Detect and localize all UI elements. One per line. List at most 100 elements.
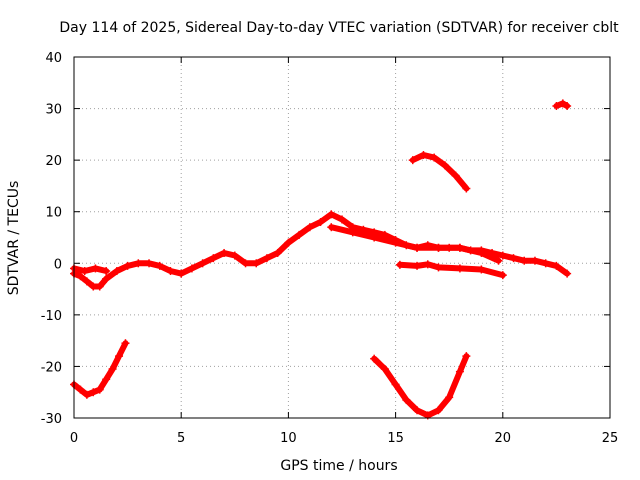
series-arc-low-right bbox=[371, 353, 470, 419]
data-point bbox=[509, 254, 518, 263]
y-tick-label: 10 bbox=[45, 206, 62, 221]
data-point bbox=[455, 367, 464, 376]
data-point bbox=[134, 259, 143, 268]
data-point bbox=[327, 210, 336, 219]
x-tick-label: 15 bbox=[387, 431, 404, 446]
data-point bbox=[112, 267, 121, 276]
data-point bbox=[327, 223, 336, 232]
x-tick-label: 10 bbox=[280, 431, 297, 446]
data-point bbox=[348, 228, 357, 237]
data-point bbox=[305, 223, 314, 232]
data-point bbox=[494, 256, 503, 265]
data-point bbox=[102, 267, 111, 276]
y-axis-label: SDTVAR / TECUs bbox=[6, 181, 22, 296]
data-point bbox=[76, 272, 85, 281]
data-point bbox=[408, 156, 417, 165]
data-point bbox=[241, 259, 250, 268]
data-point bbox=[262, 254, 271, 263]
data-point bbox=[391, 238, 400, 247]
y-tick-label: 40 bbox=[45, 51, 62, 66]
data-point bbox=[477, 248, 486, 257]
data-point bbox=[316, 218, 325, 227]
data-point bbox=[230, 251, 239, 260]
x-axis-label: GPS time / hours bbox=[280, 458, 397, 474]
data-point bbox=[115, 352, 124, 361]
data-point bbox=[498, 251, 507, 260]
data-point bbox=[451, 171, 460, 180]
series-arc-early-dip bbox=[71, 265, 110, 274]
data-point bbox=[563, 101, 572, 110]
data-point bbox=[95, 282, 104, 291]
data-point bbox=[430, 153, 439, 162]
data-point bbox=[477, 265, 486, 274]
data-point bbox=[123, 261, 132, 270]
data-point bbox=[187, 264, 196, 273]
data-point bbox=[102, 375, 111, 384]
data-point bbox=[338, 215, 346, 224]
x-tick-label: 25 bbox=[602, 431, 619, 446]
data-point bbox=[434, 243, 443, 252]
data-point bbox=[177, 269, 186, 278]
x-tick-label: 5 bbox=[177, 431, 185, 446]
data-point bbox=[413, 261, 422, 270]
data-point bbox=[273, 248, 282, 257]
data-point bbox=[76, 385, 85, 394]
data-point bbox=[423, 260, 432, 269]
y-tick-label: 30 bbox=[45, 103, 62, 118]
data-point bbox=[284, 238, 293, 247]
data-point bbox=[563, 269, 572, 278]
data-point bbox=[434, 406, 443, 415]
data-point bbox=[541, 259, 550, 268]
data-point bbox=[520, 256, 529, 265]
y-tick-label: -20 bbox=[41, 360, 62, 375]
data-point bbox=[370, 354, 379, 363]
data-point bbox=[558, 99, 567, 108]
data-point bbox=[498, 271, 507, 280]
data-point bbox=[89, 388, 98, 397]
data-point bbox=[391, 380, 400, 389]
plot-frame bbox=[73, 56, 611, 419]
data-point bbox=[552, 101, 561, 110]
chart-title: Day 114 of 2025, Sidereal Day-to-day VTE… bbox=[59, 20, 619, 36]
tick-layer: 0 5 10 15 20 25 -30 -20 -10 0 10 20 30 40 bbox=[41, 51, 619, 446]
data-point bbox=[95, 385, 104, 394]
data-point bbox=[530, 256, 539, 265]
data-point bbox=[440, 161, 449, 170]
data-point bbox=[82, 277, 91, 286]
data-point bbox=[121, 339, 130, 348]
series-arc-high bbox=[409, 152, 470, 192]
data-point bbox=[402, 395, 411, 404]
data-point bbox=[462, 184, 471, 193]
data-point bbox=[166, 267, 175, 276]
data-point bbox=[295, 230, 304, 239]
data-point bbox=[108, 365, 117, 374]
data-point bbox=[80, 267, 89, 276]
data-point bbox=[462, 352, 471, 361]
y-tick-label: -30 bbox=[41, 412, 62, 427]
data-point bbox=[209, 254, 218, 263]
data-point bbox=[102, 274, 111, 283]
data-point bbox=[455, 243, 464, 252]
data-point bbox=[413, 406, 422, 415]
data-point bbox=[91, 264, 100, 273]
data-point bbox=[145, 259, 154, 268]
data-point bbox=[198, 259, 207, 268]
data-point bbox=[155, 261, 164, 270]
data-point bbox=[455, 264, 464, 273]
data-point bbox=[413, 243, 422, 252]
data-point bbox=[252, 259, 261, 268]
grid-layer bbox=[74, 57, 610, 418]
data-point bbox=[220, 248, 229, 257]
series-layer bbox=[70, 99, 572, 420]
data-point bbox=[419, 150, 428, 159]
y-tick-label: 0 bbox=[54, 257, 62, 272]
data-point bbox=[395, 260, 404, 269]
y-tick-label: -10 bbox=[41, 309, 62, 324]
x-tick-label: 20 bbox=[495, 431, 512, 446]
data-point bbox=[445, 393, 454, 402]
y-tick-label: 20 bbox=[45, 154, 62, 169]
data-point bbox=[552, 261, 561, 270]
data-point bbox=[82, 390, 91, 399]
